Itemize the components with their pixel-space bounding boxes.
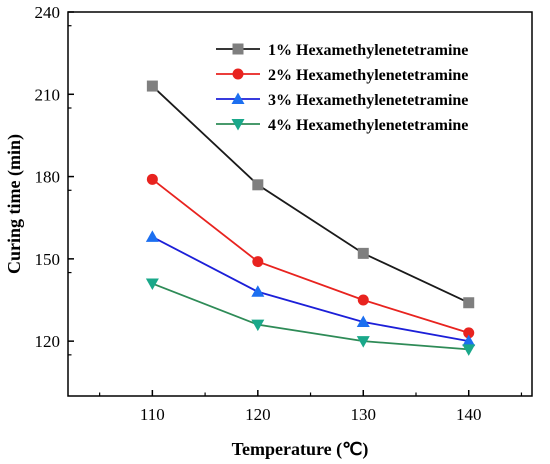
legend-entry-2: 2% Hexamethylenetetramine <box>216 67 468 84</box>
data-point <box>251 319 265 332</box>
series-4 <box>145 278 476 356</box>
data-point <box>145 230 159 242</box>
series-line <box>151 236 469 343</box>
legend-label: 2% Hexamethylenetetramine <box>268 67 468 84</box>
y-tick-label: 210 <box>35 85 61 104</box>
data-point <box>356 315 370 327</box>
x-axis-title: Temperature (℃) <box>232 439 369 460</box>
x-tick-label: 130 <box>351 405 377 424</box>
data-point <box>462 334 476 347</box>
series-1 <box>146 80 475 309</box>
y-tick-label: 240 <box>35 3 61 22</box>
legend-marker <box>232 68 244 80</box>
x-tick-label: 120 <box>245 405 271 424</box>
legend: 1% Hexamethylenetetramine 2% Hexamethylen… <box>216 42 468 134</box>
legend-marker <box>231 92 245 104</box>
legend-entry-1: 1% Hexamethylenetetramine <box>216 42 468 59</box>
legend-label: 4% Hexamethylenetetramine <box>268 117 468 134</box>
data-point <box>463 327 475 339</box>
legend-marker <box>231 119 245 131</box>
legend-label: 1% Hexamethylenetetramine <box>268 42 468 59</box>
legend-marker <box>232 43 244 55</box>
data-point <box>356 336 370 348</box>
data-point <box>146 173 158 185</box>
data-point <box>357 247 369 259</box>
x-tick-label: 110 <box>140 405 165 424</box>
data-point <box>146 80 158 92</box>
data-point <box>463 297 475 309</box>
series-3 <box>145 230 476 347</box>
series-layer <box>145 80 476 356</box>
data-point <box>252 179 264 191</box>
series-line <box>151 178 469 334</box>
y-tick-label: 150 <box>35 250 61 269</box>
legend-label: 3% Hexamethylenetetramine <box>268 92 468 109</box>
data-point <box>251 285 265 297</box>
data-point <box>252 256 264 268</box>
y-axis-title: Curing time (min) <box>4 134 25 274</box>
series-line <box>151 85 470 304</box>
axes: 120 150 180 210 240 110 120 130 140 <box>35 3 523 424</box>
series-line <box>152 282 469 351</box>
series-2 <box>146 173 475 339</box>
x-tick-label: 140 <box>456 405 482 424</box>
plot-frame <box>67 11 533 397</box>
y-tick-label: 120 <box>35 332 61 351</box>
data-point <box>145 278 159 291</box>
legend-entry-4: 4% Hexamethylenetetramine <box>216 117 468 134</box>
legend-entry-3: 3% Hexamethylenetetramine <box>216 92 468 109</box>
y-tick-label: 180 <box>35 168 61 187</box>
data-point <box>462 344 476 356</box>
data-point <box>357 294 369 306</box>
